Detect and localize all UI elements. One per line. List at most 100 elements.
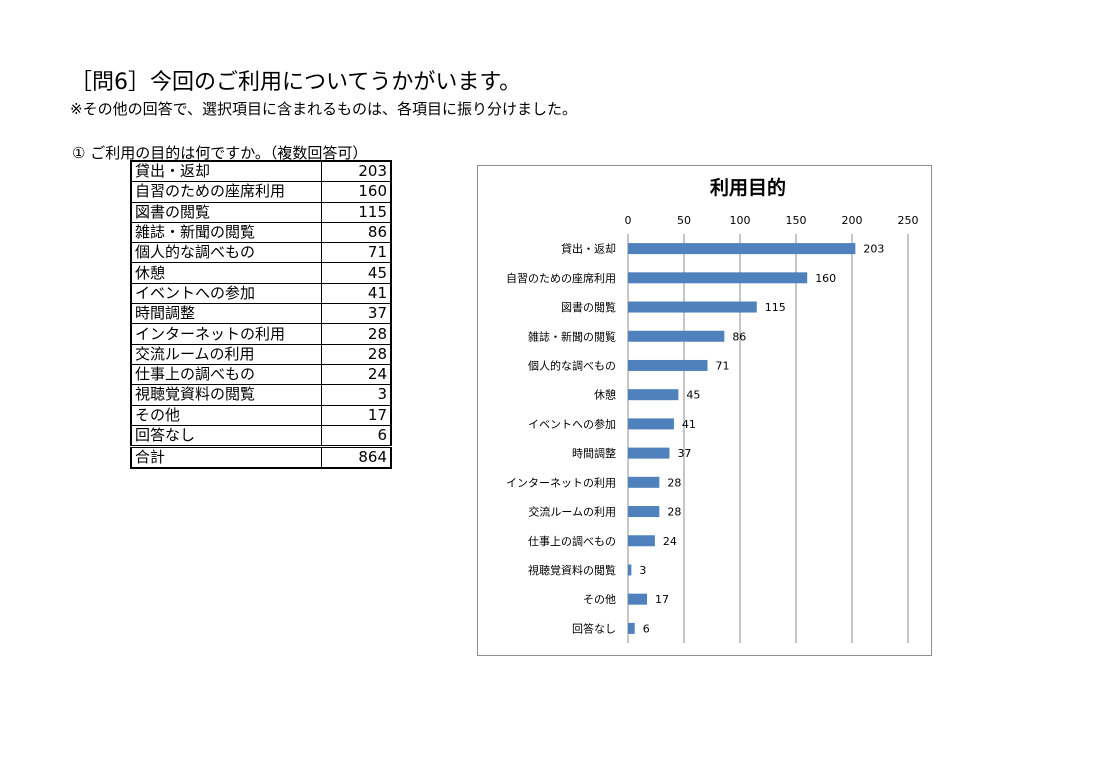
table-row: 時間調整 37: [130, 303, 392, 325]
data-table: 貸出・返却 203 自習のための座席利用 160 図書の閲覧 115 雑誌・新聞の閲覧 86 個…: [130, 160, 392, 470]
table-row: イベントへの参加 41: [130, 282, 392, 305]
bar: [628, 359, 708, 371]
data-label: 3: [639, 564, 646, 577]
row-label: インターネットの利用: [130, 323, 322, 345]
bar: [628, 301, 757, 313]
data-label: 86: [732, 330, 746, 343]
row-value: 160: [321, 181, 392, 203]
row-label: 視聴覚資料の閲覧: [130, 384, 322, 406]
bar-chart: 利用目的 0 50 100 150 200 250 貸出・返却 203 自習のための座席利用 160…: [506, 176, 919, 643]
row-label: イベントへの参加: [130, 282, 322, 305]
category-label: 仕事上の調べもの: [528, 534, 616, 548]
bar: [628, 418, 674, 430]
row-label: 回答なし: [130, 424, 322, 448]
data-label: 160: [815, 272, 836, 285]
row-label: 仕事上の調べもの: [130, 363, 322, 386]
bar: [628, 272, 808, 284]
table-row: 個人的な調べもの 71: [130, 242, 392, 264]
data-label: 41: [682, 418, 696, 431]
category-label: イベントへの参加: [528, 417, 616, 431]
row-label: 個人的な調べもの: [130, 242, 322, 264]
table-row: 雑誌・新聞の閲覧 86: [130, 221, 392, 244]
row-value: 3: [321, 384, 392, 406]
category-label: 図書の閲覧: [561, 300, 616, 314]
data-label: 115: [765, 301, 786, 314]
row-label: 貸出・返却: [130, 160, 322, 183]
table-row: 仕事上の調べもの 24: [130, 363, 392, 386]
category-label: 個人的な調べもの: [528, 358, 616, 372]
category-label: 雑誌・新聞の閲覧: [528, 329, 616, 343]
data-label: 28: [667, 476, 681, 489]
row-value: 24: [321, 363, 392, 386]
chart-frame: 利用目的 0 50 100 150 200 250 貸出・返却 203 自習のための座席利用 160…: [477, 165, 932, 656]
bar: [628, 389, 679, 401]
row-label: 休憩: [130, 262, 322, 284]
bar: [628, 622, 635, 634]
row-label: 交流ルームの利用: [130, 343, 322, 365]
table-row: 貸出・返却 203: [130, 160, 392, 183]
category-label: 休憩: [594, 388, 616, 402]
table-row: その他 17: [130, 404, 392, 426]
bar: [628, 447, 670, 459]
data-label: 203: [863, 243, 884, 256]
row-label: 図書の閲覧: [130, 201, 322, 223]
table-row: 交流ルームの利用 28: [130, 343, 392, 365]
x-tick-label: 0: [625, 214, 632, 227]
question-text: ① ご利用の目的は何ですか。（複数回答可）: [72, 144, 368, 162]
row-label: 雑誌・新聞の閲覧: [130, 221, 322, 244]
category-label: 視聴覚資料の閲覧: [528, 563, 616, 577]
page-note: ※その他の回答で、選択項目に含まれるものは、各項目に振り分けました。: [70, 100, 577, 118]
category-label: 回答なし: [572, 621, 616, 635]
row-label: 自習のための座席利用: [130, 181, 322, 203]
x-tick-label: 250: [898, 214, 919, 227]
data-label: 17: [655, 593, 669, 606]
category-label: インターネットの利用: [506, 476, 616, 489]
table-row: 回答なし 6: [130, 424, 392, 448]
row-value: 37: [321, 303, 392, 325]
total-label: 合計: [130, 445, 322, 469]
bar: [628, 330, 725, 342]
table-row: 視聴覚資料の閲覧 3: [130, 384, 392, 406]
table-row: インターネットの利用 28: [130, 323, 392, 345]
data-label: 45: [686, 389, 700, 402]
x-tick-label: 150: [786, 214, 807, 227]
category-label: 交流ルームの利用: [528, 505, 616, 519]
page-title: ［問6］今回のご利用についてうかがいます。: [70, 70, 522, 95]
category-label: 時間調整: [572, 446, 616, 460]
row-value: 115: [321, 201, 392, 223]
row-value: 41: [321, 282, 392, 305]
row-value: 17: [321, 404, 392, 426]
x-tick-label: 200: [842, 214, 863, 227]
total-value: 864: [321, 445, 392, 469]
table-row: 自習のための座席利用 160: [130, 181, 392, 203]
category-label: 貸出・返却: [561, 242, 616, 256]
bar: [628, 564, 632, 576]
x-tick-label: 100: [730, 214, 751, 227]
chart-title: 利用目的: [710, 176, 786, 199]
row-label: その他: [130, 404, 322, 426]
row-value: 28: [321, 323, 392, 345]
bar: [628, 593, 648, 605]
row-value: 71: [321, 242, 392, 264]
table-row: 休憩 45: [130, 262, 392, 284]
category-label: 自習のための座席利用: [506, 271, 616, 285]
row-value: 45: [321, 262, 392, 284]
x-tick-label: 50: [677, 214, 691, 227]
table-total-row: 合計 864: [130, 445, 392, 469]
bar: [628, 243, 856, 255]
row-value: 28: [321, 343, 392, 365]
category-label: その他: [583, 593, 616, 606]
data-label: 28: [667, 506, 681, 519]
row-value: 6: [321, 424, 392, 448]
data-label: 24: [663, 535, 677, 548]
bar: [628, 535, 655, 547]
data-label: 71: [716, 359, 730, 372]
data-label: 6: [643, 622, 650, 635]
table-row: 図書の閲覧 115: [130, 201, 392, 223]
bar: [628, 476, 660, 488]
row-label: 時間調整: [130, 303, 322, 325]
row-value: 203: [321, 160, 392, 183]
data-label: 37: [677, 447, 691, 460]
row-value: 86: [321, 221, 392, 244]
bar: [628, 506, 660, 518]
